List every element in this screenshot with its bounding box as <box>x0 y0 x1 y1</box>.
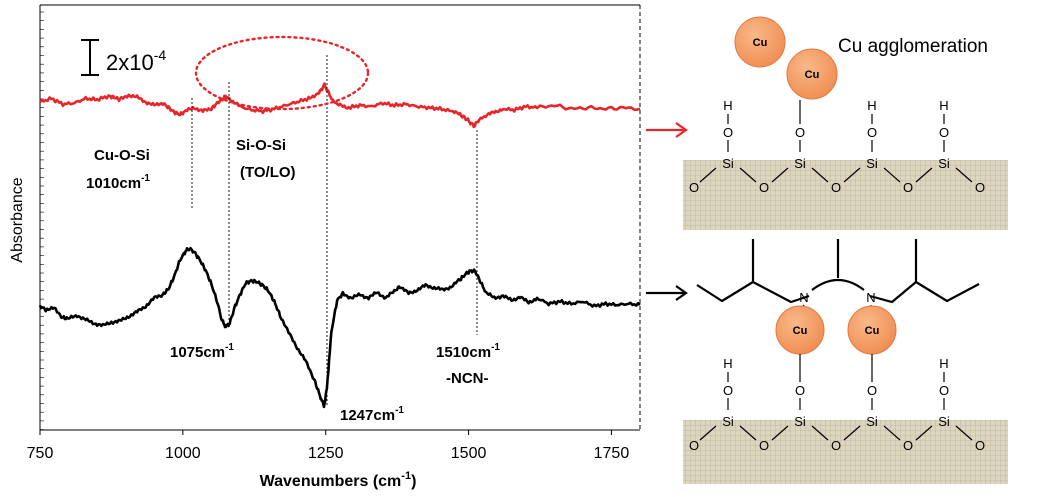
silanol-bonds-bottom <box>699 354 973 441</box>
y-axis-label: Absorbance <box>9 177 26 262</box>
scale-bar-label: 2x10-4 <box>106 47 166 75</box>
svg-text:O: O <box>975 180 985 195</box>
svg-text:Si: Si <box>722 156 734 171</box>
plot-frame <box>39 4 641 431</box>
cu-agglomeration-title: Cu agglomeration <box>838 36 988 57</box>
svg-text:O: O <box>831 438 841 453</box>
atom-labels-top: H O Si O Si H O Si H O Si O O O O O <box>689 98 985 195</box>
svg-text:H: H <box>723 356 732 371</box>
x-ticks <box>39 430 612 435</box>
svg-text:H: H <box>939 98 948 113</box>
svg-text:Si: Si <box>866 414 878 429</box>
svg-text:O: O <box>903 438 913 453</box>
svg-text:O: O <box>939 383 949 398</box>
arrow-top <box>646 122 688 138</box>
svg-text:Si: Si <box>794 156 806 171</box>
substrate-top <box>683 160 1008 230</box>
svg-text:Si: Si <box>938 156 950 171</box>
substrate-bottom <box>683 420 1008 484</box>
amidinate-ligand <box>696 239 980 304</box>
cu-atom: Cu <box>847 305 897 355</box>
svg-text:H: H <box>939 356 948 371</box>
scale-bar: 2x10-4 <box>81 39 166 76</box>
y-minor-ticks <box>40 11 44 430</box>
chart: 750 1000 1250 1500 1750 2x10-4 Cu-O-Si 1010c… <box>9 4 641 490</box>
svg-text:O: O <box>795 125 805 140</box>
peak-guide-lines <box>191 55 478 405</box>
annotation-cu-o-si: Cu-O-Si <box>94 147 150 164</box>
svg-text:O: O <box>867 383 877 398</box>
nitrogen-atom: N <box>866 290 875 305</box>
arrow-bottom <box>646 285 688 301</box>
annotation-si-o-si: Si-O-Si <box>236 137 286 154</box>
svg-text:Cu: Cu <box>753 37 768 49</box>
x-tick-label: 1250 <box>308 445 344 462</box>
x-tick-label: 750 <box>27 445 54 462</box>
x-axis-label: Wavenumbers (cm-1) <box>260 470 417 490</box>
svg-text:H: H <box>723 98 732 113</box>
svg-text:O: O <box>759 180 769 195</box>
series-group <box>38 82 641 409</box>
svg-text:O: O <box>975 438 985 453</box>
silanol-bonds-top <box>699 100 973 183</box>
annotation-1510: 1510cm-1 <box>436 342 500 361</box>
annotation-1075: 1075cm-1 <box>170 342 234 361</box>
svg-text:O: O <box>939 125 949 140</box>
svg-text:Cu: Cu <box>805 69 820 81</box>
cu-particle: Cu <box>786 48 838 100</box>
svg-text:Cu: Cu <box>793 325 808 337</box>
svg-text:H: H <box>867 98 876 113</box>
svg-text:O: O <box>795 383 805 398</box>
atom-labels-bottom: H O Si O Si O Si H O Si O O O O O <box>689 356 985 453</box>
svg-text:O: O <box>831 180 841 195</box>
si-o-si-highlight-ellipse <box>194 35 370 111</box>
annotation-to-lo: (TO/LO) <box>240 164 296 181</box>
cu-atom: Cu <box>775 305 825 355</box>
svg-text:O: O <box>723 125 733 140</box>
x-tick-label: 1500 <box>451 445 487 462</box>
nitrogen-atom: N <box>799 290 808 305</box>
svg-text:O: O <box>689 438 699 453</box>
x-tick-labels: 750 1000 1250 1500 1750 <box>27 445 630 462</box>
x-tick-label: 1750 <box>594 445 630 462</box>
svg-text:Si: Si <box>794 414 806 429</box>
svg-text:O: O <box>759 438 769 453</box>
svg-text:O: O <box>723 383 733 398</box>
series-line-2 <box>38 246 641 409</box>
diagram-bottom: N N Cu Cu <box>683 239 1008 484</box>
annotation-1247: 1247cm-1 <box>340 405 404 424</box>
svg-text:O: O <box>689 180 699 195</box>
diagram-top: Cu agglomeration Cu Cu <box>683 16 1008 230</box>
annotation-1010: 1010cm-1 <box>86 173 150 192</box>
x-tick-label: 1000 <box>165 445 201 462</box>
annotation-ncn: -NCN- <box>446 370 489 387</box>
svg-text:O: O <box>867 125 877 140</box>
svg-text:Si: Si <box>938 414 950 429</box>
cu-particle: Cu <box>734 16 786 68</box>
series-line-1 <box>39 82 641 129</box>
svg-text:Cu: Cu <box>865 325 880 337</box>
svg-text:Si: Si <box>866 156 878 171</box>
svg-text:O: O <box>903 180 913 195</box>
svg-text:Si: Si <box>722 414 734 429</box>
